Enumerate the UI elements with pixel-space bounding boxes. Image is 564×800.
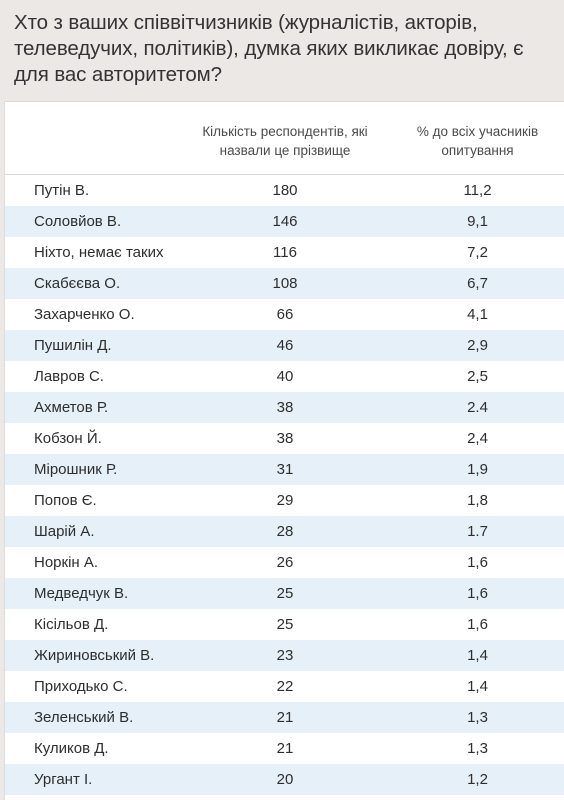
header-count: Кількість респондентів, які назвали це п…	[202, 124, 368, 158]
row-count: 46	[276, 337, 294, 354]
row-percent: 11,2	[463, 182, 492, 199]
row-name: Скабєєва О.	[34, 275, 121, 292]
row-name: Мірошник Р.	[34, 461, 118, 478]
table-row: Лавров С. 40 2,5	[5, 361, 564, 392]
table-row: Захарченко О. 66 4,1	[5, 299, 564, 330]
row-name: Кобзон Й.	[34, 430, 102, 447]
row-percent: 1,2	[467, 771, 488, 788]
table-row: Ургант І. 20 1,2	[5, 764, 564, 795]
table-row: Зеленський В. 21 1,3	[5, 702, 564, 733]
table-row: Путін В. 180 11,2	[5, 175, 564, 206]
row-percent: 6,7	[467, 275, 488, 292]
table-row: Пушилін Д. 46 2,9	[5, 330, 564, 361]
table-header: Кількість респондентів, які назвали це п…	[5, 102, 564, 175]
row-count: 26	[276, 554, 294, 571]
row-percent: 1.7	[467, 523, 488, 540]
row-name: Медведчук В.	[34, 585, 129, 602]
survey-table: Кількість респондентів, які назвали це п…	[4, 101, 564, 800]
row-count: 146	[272, 213, 298, 230]
row-percent: 2,9	[467, 337, 488, 354]
row-count: 40	[276, 368, 294, 385]
row-name: Зеленський В.	[34, 709, 134, 726]
row-count: 23	[276, 647, 294, 664]
page-title: Хто з ваших співвітчизників (журналістів…	[14, 11, 524, 86]
table-row: Приходько С. 22 1,4	[5, 671, 564, 702]
row-percent: 1,6	[467, 585, 488, 602]
row-name: Норкін А.	[34, 554, 99, 571]
row-name: Пушилін Д.	[34, 337, 112, 354]
row-count: 38	[276, 399, 294, 416]
row-count: 116	[273, 244, 297, 261]
table-row: Жириновський В. 23 1,4	[5, 640, 564, 671]
row-count: 22	[276, 678, 294, 695]
row-percent: 1,9	[467, 461, 488, 478]
table-row: Ніхто, немає таких 116 7,2	[5, 237, 564, 268]
row-count: 38	[276, 430, 294, 447]
row-percent: 1,4	[467, 647, 488, 664]
table-body: Путін В. 180 11,2 Соловйов В. 146 9,1 Ніхто, н…	[5, 175, 564, 795]
table-row: Ахметов Р. 38 2.4	[5, 392, 564, 423]
row-count: 21	[276, 740, 294, 757]
row-percent: 1,4	[467, 678, 488, 695]
table-row: Куликов Д. 21 1,3	[5, 733, 564, 764]
row-percent: 2,4	[467, 430, 488, 447]
header-percent: % до всіх учасників опитування	[416, 124, 539, 158]
row-name: Соловйов В.	[34, 213, 122, 230]
row-percent: 1,3	[467, 740, 488, 757]
row-name: Приходько С.	[34, 678, 128, 695]
table-row: Соловйов В. 146 9,1	[5, 206, 564, 237]
row-name: Ургант І.	[34, 771, 93, 788]
row-count: 66	[276, 306, 294, 323]
row-count: 31	[276, 461, 294, 478]
table-row: Кісільов Д. 25 1,6	[5, 609, 564, 640]
row-name: Лавров С.	[34, 368, 104, 385]
row-percent: 1,3	[467, 709, 488, 726]
table-row: Кобзон Й. 38 2,4	[5, 423, 564, 454]
row-count: 20	[276, 771, 294, 788]
row-name: Ахметов Р.	[34, 399, 109, 416]
table-row: Шарій А. 28 1.7	[5, 516, 564, 547]
row-count: 25	[276, 585, 294, 602]
table-row: Медведчук В. 25 1,6	[5, 578, 564, 609]
row-name: Жириновський В.	[34, 647, 155, 664]
row-name: Ніхто, немає таких	[34, 244, 164, 261]
table-row: Скабєєва О. 108 6,7	[5, 268, 564, 299]
row-percent: 1,6	[467, 616, 488, 633]
row-percent: 1,8	[467, 492, 488, 509]
row-name: Кісільов Д.	[34, 616, 109, 633]
table-row: Норкін А. 26 1,6	[5, 547, 564, 578]
row-percent: 2.4	[467, 399, 488, 416]
row-name: Захарченко О.	[34, 306, 135, 323]
row-percent: 4,1	[467, 306, 488, 323]
row-name: Путін В.	[34, 182, 90, 199]
row-name: Шарій А.	[34, 523, 95, 540]
row-count: 21	[276, 709, 294, 726]
table-row: Попов Є. 29 1,8	[5, 485, 564, 516]
row-count: 180	[272, 182, 298, 199]
row-name: Попов Є.	[34, 492, 97, 509]
row-percent: 2,5	[467, 368, 488, 385]
row-percent: 7,2	[467, 244, 488, 261]
table-row: Мірошник Р. 31 1,9	[5, 454, 564, 485]
row-percent: 9,1	[467, 213, 488, 230]
row-count: 29	[276, 492, 294, 509]
row-count: 108	[272, 275, 298, 292]
row-percent: 1,6	[467, 554, 488, 571]
row-count: 28	[276, 523, 294, 540]
row-count: 25	[276, 616, 294, 633]
row-name: Куликов Д.	[34, 740, 109, 757]
